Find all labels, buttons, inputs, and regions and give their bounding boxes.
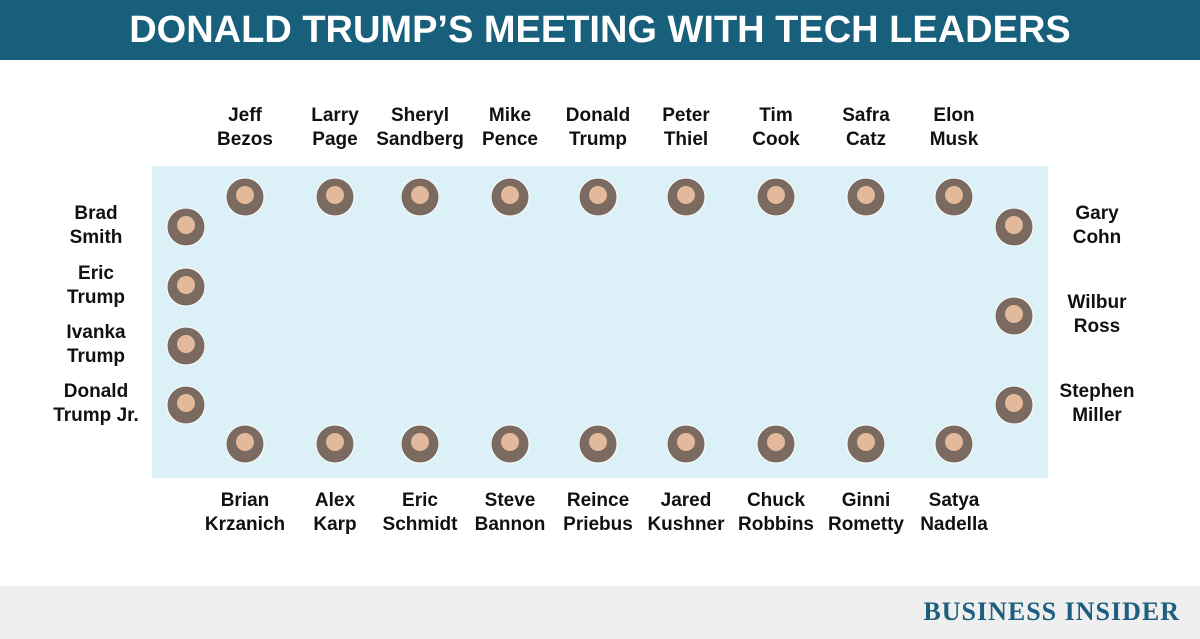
person-name: Cook bbox=[752, 129, 800, 150]
person-name: Eric bbox=[78, 263, 114, 284]
person-name: Donald bbox=[64, 381, 128, 402]
person-name: Wilbur bbox=[1068, 292, 1128, 313]
avatar-face bbox=[177, 276, 195, 294]
avatar-face bbox=[501, 433, 519, 451]
person-name: Krzanich bbox=[205, 514, 285, 535]
person-name: Jared bbox=[661, 490, 712, 511]
title: DONALD TRUMP’S MEETING WITH TECH LEADERS bbox=[129, 9, 1071, 51]
person-name: Larry bbox=[311, 105, 359, 126]
person-name: Brian bbox=[221, 490, 270, 511]
header-bar bbox=[0, 0, 1200, 60]
person-name: Robbins bbox=[738, 514, 814, 535]
avatar-face bbox=[677, 186, 695, 204]
avatar-face bbox=[326, 186, 344, 204]
avatar-face bbox=[767, 186, 785, 204]
person-name: Tim bbox=[759, 105, 792, 126]
person-name: Chuck bbox=[747, 490, 806, 511]
person-name: Mike bbox=[489, 105, 531, 126]
person-name: Smith bbox=[70, 227, 123, 248]
person-name: Sandberg bbox=[376, 129, 464, 150]
person-name: Thiel bbox=[664, 129, 708, 150]
person-name: Satya bbox=[929, 490, 980, 511]
avatar-face bbox=[236, 186, 254, 204]
person-name: Alex bbox=[315, 490, 356, 511]
person-name: Donald bbox=[566, 105, 630, 126]
avatar-face bbox=[177, 394, 195, 412]
avatar-face bbox=[857, 433, 875, 451]
avatar-face bbox=[1005, 394, 1023, 412]
person-name: Cohn bbox=[1073, 227, 1122, 248]
person-name: Eric bbox=[402, 490, 438, 511]
avatar-face bbox=[501, 186, 519, 204]
avatar-face bbox=[1005, 216, 1023, 234]
person-name: Priebus bbox=[563, 514, 633, 535]
person-name: Ginni bbox=[842, 490, 891, 511]
person-name: Steve bbox=[485, 490, 536, 511]
avatar-face bbox=[589, 186, 607, 204]
avatar-face bbox=[177, 335, 195, 353]
person-name: Page bbox=[312, 129, 357, 150]
person-name: Trump bbox=[569, 129, 627, 150]
avatar-face bbox=[857, 186, 875, 204]
person-name: Sheryl bbox=[391, 105, 449, 126]
person-name: Reince bbox=[567, 490, 629, 511]
person-name: Safra bbox=[842, 105, 890, 126]
person-name: Stephen bbox=[1060, 381, 1135, 402]
person-name: Kushner bbox=[647, 514, 725, 535]
avatar-face bbox=[767, 433, 785, 451]
avatar-face bbox=[1005, 305, 1023, 323]
person-name: Miller bbox=[1072, 405, 1122, 426]
avatar-face bbox=[411, 433, 429, 451]
avatar-face bbox=[326, 433, 344, 451]
person-name: Pence bbox=[482, 129, 538, 150]
person-name: Bezos bbox=[217, 129, 273, 150]
person-name: Nadella bbox=[920, 514, 988, 535]
footer-bar bbox=[0, 586, 1200, 639]
person-name: Peter bbox=[662, 105, 710, 126]
person-name: Trump bbox=[67, 287, 125, 308]
brand: BUSINESS INSIDER bbox=[923, 597, 1180, 626]
person-name: Ivanka bbox=[66, 322, 126, 343]
person-name: Musk bbox=[930, 129, 979, 150]
avatar-face bbox=[945, 186, 963, 204]
avatar-face bbox=[236, 433, 254, 451]
person-name: Elon bbox=[933, 105, 974, 126]
avatar-face bbox=[177, 216, 195, 234]
person-name: Gary bbox=[1075, 203, 1119, 224]
avatar-face bbox=[945, 433, 963, 451]
person-name: Karp bbox=[313, 514, 356, 535]
person-name: Jeff bbox=[228, 105, 262, 126]
person-name: Bannon bbox=[475, 514, 546, 535]
person-name: Schmidt bbox=[383, 514, 459, 535]
avatar-face bbox=[411, 186, 429, 204]
person-name: Rometty bbox=[828, 514, 904, 535]
person-name: Trump Jr. bbox=[53, 405, 139, 426]
avatar-face bbox=[677, 433, 695, 451]
person-name: Trump bbox=[67, 346, 125, 367]
person-name: Brad bbox=[74, 203, 117, 224]
avatar-face bbox=[589, 433, 607, 451]
person-name: Ross bbox=[1074, 316, 1120, 337]
person-name: Catz bbox=[846, 129, 886, 150]
